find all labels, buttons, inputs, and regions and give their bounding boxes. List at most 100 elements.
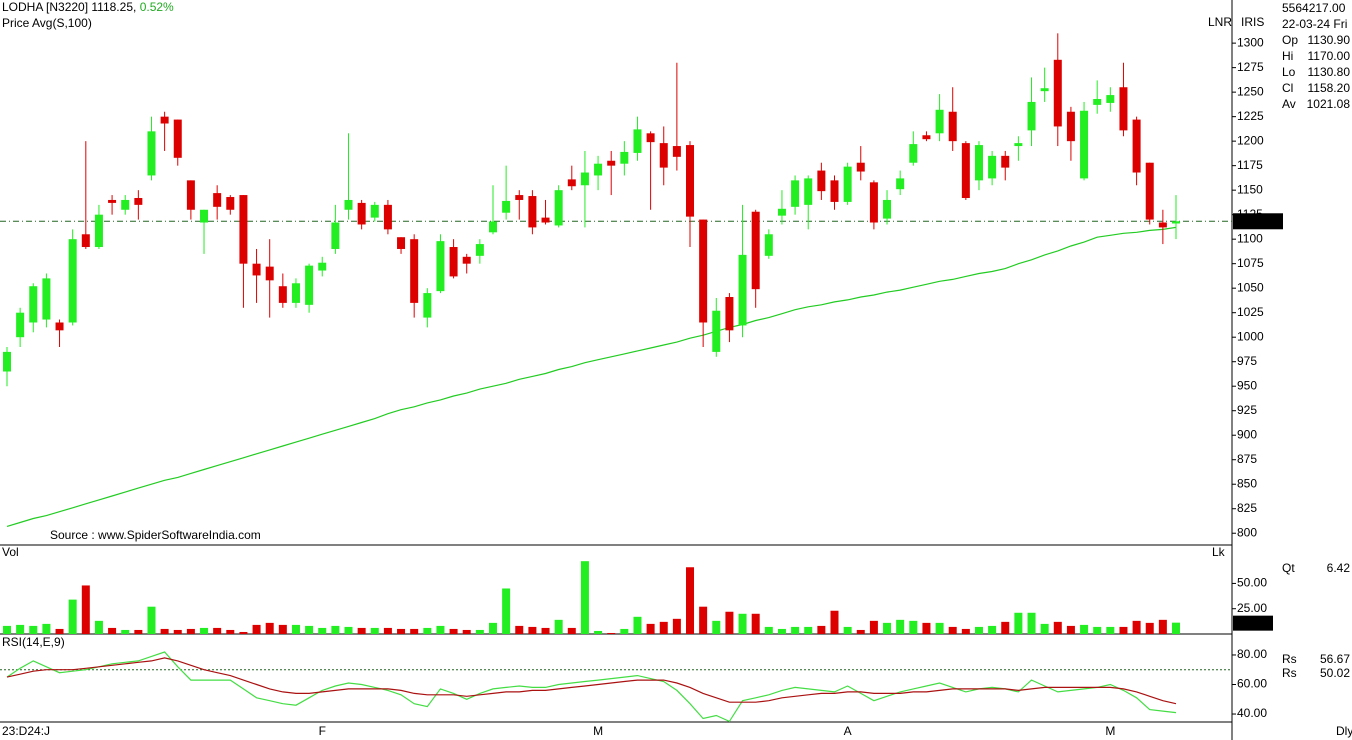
x-tick-label: M xyxy=(593,724,603,738)
price-tag-label: 1118.25 xyxy=(1236,213,1278,227)
candle-body xyxy=(1053,59,1062,127)
x-tick-label: A xyxy=(844,724,852,738)
candle-body xyxy=(502,200,511,213)
y-tick-label: 50.00 xyxy=(1237,576,1267,590)
candle-body xyxy=(856,162,865,172)
volume-bar xyxy=(751,613,760,634)
volume-bar xyxy=(55,628,64,634)
volume-bar xyxy=(121,629,130,634)
volume-bar xyxy=(896,619,905,634)
candle-body xyxy=(594,163,603,176)
candle-body xyxy=(738,254,747,326)
readout-name: Rs xyxy=(1282,652,1297,666)
info-value: 1158.20 xyxy=(1308,81,1351,95)
volume-bar xyxy=(856,629,865,634)
y-tick-label: 1225 xyxy=(1237,109,1264,123)
volume-bar xyxy=(1053,621,1062,634)
y-tick-label: 900 xyxy=(1237,427,1257,441)
volume-bar xyxy=(672,618,681,634)
y-tick-label: 800 xyxy=(1237,525,1257,539)
volume-bar xyxy=(449,628,458,634)
candle-body xyxy=(291,283,300,303)
y-tick-label: 60.00 xyxy=(1237,677,1267,691)
y-tick-label: 850 xyxy=(1237,476,1257,490)
candle-body xyxy=(29,286,38,323)
period: Dly xyxy=(1336,724,1352,738)
candle-body xyxy=(764,234,773,256)
volume-bar xyxy=(16,624,25,634)
volume-bar xyxy=(607,632,616,634)
volume-bar xyxy=(777,628,786,634)
candle-body xyxy=(804,178,813,205)
pane-title: Vol xyxy=(2,545,19,559)
info-date: 22-03-24 Fri xyxy=(1282,17,1347,31)
candle-body xyxy=(81,234,90,248)
volume-bar xyxy=(659,621,668,634)
rsi-line xyxy=(6,657,1177,705)
candle-body xyxy=(226,197,235,210)
candle-body xyxy=(344,199,353,210)
volume-bar xyxy=(331,625,340,634)
volume-bar xyxy=(160,628,169,634)
candle-body xyxy=(1145,162,1154,220)
candle-body xyxy=(1132,119,1141,173)
volume-bar xyxy=(843,626,852,634)
readout-value: 56.67 xyxy=(1320,652,1350,666)
candle-body xyxy=(370,204,379,218)
volume-bar xyxy=(357,627,366,634)
volume-bar xyxy=(804,626,813,634)
candle-body xyxy=(265,266,274,281)
candle-body xyxy=(672,146,681,157)
candle-body xyxy=(1158,222,1167,228)
candle-body xyxy=(580,172,589,186)
candle-body xyxy=(16,312,25,338)
axis-flag: IRIS xyxy=(1241,15,1264,29)
candle-body xyxy=(200,209,209,223)
candle-body xyxy=(449,247,458,277)
candle-body xyxy=(607,160,616,166)
volume-bar xyxy=(173,629,182,634)
candle-body xyxy=(121,199,130,210)
info-name: Lo xyxy=(1282,65,1296,79)
y-tick-label: 80.00 xyxy=(1237,647,1267,661)
volume-bar xyxy=(3,625,11,634)
candle-body xyxy=(423,293,432,318)
volume-bar xyxy=(686,567,695,634)
volume-bar xyxy=(515,625,524,634)
readout-value: 6.42 xyxy=(1327,561,1351,575)
volume-bar xyxy=(1132,620,1141,634)
volume-bar xyxy=(252,624,261,634)
candle-body xyxy=(475,244,484,256)
volume-bar xyxy=(580,561,589,634)
candle-body xyxy=(213,193,222,207)
y-tick-label: 1200 xyxy=(1237,133,1264,147)
readout-name: Rs xyxy=(1282,666,1297,680)
y-tick-label: 1075 xyxy=(1237,256,1264,270)
volume-bar xyxy=(948,626,957,634)
candle-body xyxy=(935,109,944,134)
candle-body xyxy=(869,182,878,223)
volume-bar xyxy=(594,630,603,634)
y-tick-label: 825 xyxy=(1237,501,1257,515)
volume-bar xyxy=(291,624,300,634)
candle-body xyxy=(554,190,563,226)
candle-body xyxy=(1066,111,1075,142)
volume-unit: Lk xyxy=(1212,545,1226,559)
volume-tag xyxy=(1233,615,1273,631)
candle-body xyxy=(567,179,576,187)
candle-body xyxy=(436,241,445,292)
candle-body xyxy=(94,214,103,248)
volume-bar xyxy=(699,606,708,634)
y-tick-label: 925 xyxy=(1237,403,1257,417)
candle-body xyxy=(55,322,64,331)
candle-body xyxy=(646,133,655,143)
candle-body xyxy=(462,256,471,264)
candle-body xyxy=(830,180,839,202)
candle-body xyxy=(883,199,892,219)
volume-tag-label: 11.22 xyxy=(1236,615,1265,629)
candle-body xyxy=(1001,155,1010,168)
volume-bar xyxy=(1066,625,1075,634)
axis-flag: LNR xyxy=(1208,15,1232,29)
volume-bar xyxy=(974,626,983,634)
